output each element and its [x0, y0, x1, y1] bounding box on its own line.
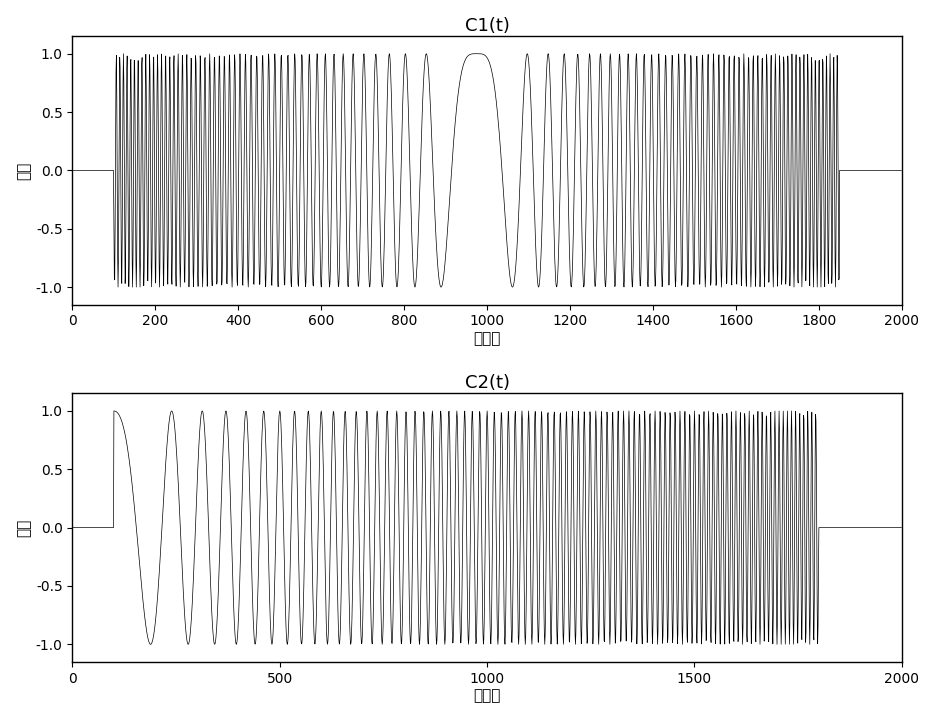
Title: C2(t): C2(t) [464, 374, 509, 392]
Y-axis label: 幅度: 幅度 [17, 161, 32, 179]
Y-axis label: 幅度: 幅度 [17, 518, 32, 537]
X-axis label: 采样点: 采样点 [474, 688, 501, 703]
X-axis label: 采样点: 采样点 [474, 331, 501, 346]
Title: C1(t): C1(t) [464, 17, 509, 35]
